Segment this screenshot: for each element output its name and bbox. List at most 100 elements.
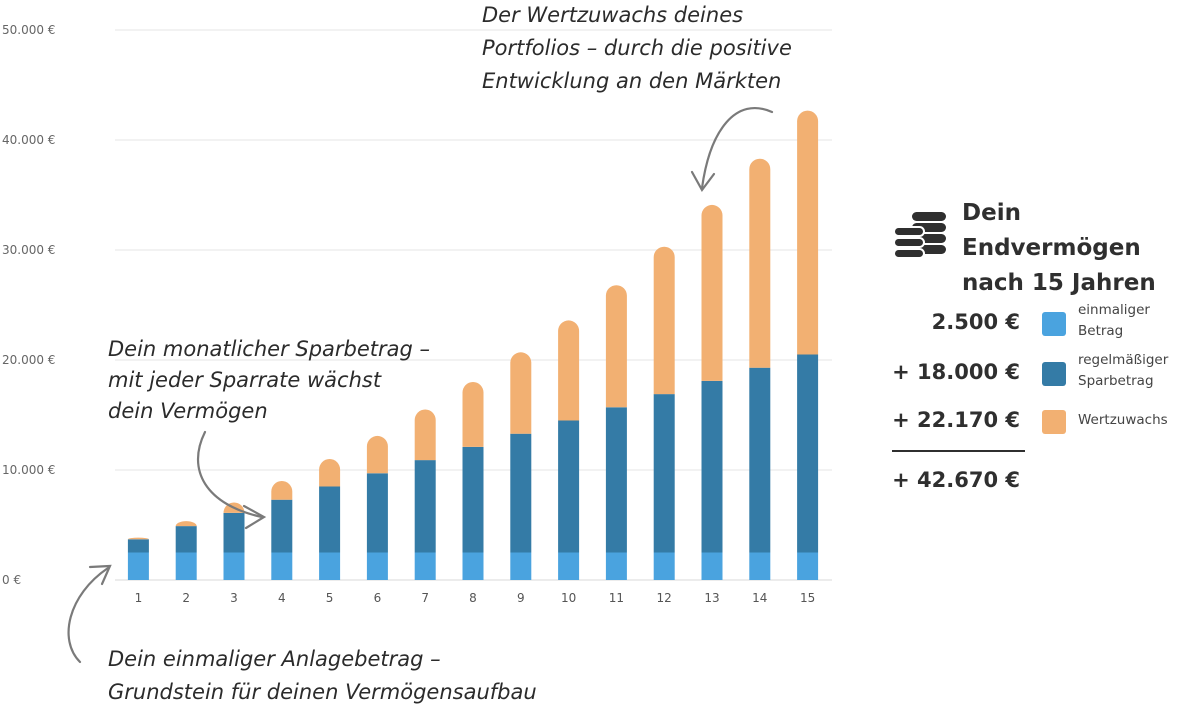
x-tick-label: 6 bbox=[374, 591, 382, 605]
y-tick-label: 20.000 € bbox=[2, 353, 55, 367]
monthly-note-line: dein Vermögen bbox=[108, 399, 268, 423]
monthly-arrowhead bbox=[242, 504, 267, 530]
bar-segment bbox=[653, 552, 675, 580]
bar-segment bbox=[749, 552, 771, 580]
bar-segment bbox=[319, 486, 341, 553]
x-tick-label: 5 bbox=[326, 591, 334, 605]
bar-segment bbox=[462, 446, 484, 553]
bar-segment bbox=[653, 394, 675, 553]
initial-note-line: Grundstein für deinen Vermögensaufbau bbox=[108, 680, 537, 704]
stacked-bar-chart: 0 € 10.000 € 20.000 € 30.000 € 40.000 € 50.00… bbox=[2, 3, 832, 704]
initial-amount: 2.500 € bbox=[931, 310, 1020, 334]
x-tick-label: 12 bbox=[657, 591, 672, 605]
annotation-monthly: Dein monatlicher Sparbetrag – mit jeder … bbox=[108, 337, 430, 423]
y-axis-ticks: 0 € 10.000 € 20.000 € 30.000 € 40.000 € 50.00… bbox=[2, 23, 55, 587]
bar-segment bbox=[414, 552, 436, 580]
bar-segment bbox=[797, 110, 819, 355]
x-tick-label: 8 bbox=[469, 591, 477, 605]
x-tick-label: 14 bbox=[752, 591, 767, 605]
bar-segment bbox=[510, 352, 532, 434]
legend-label-initial: einmaliger Betrag bbox=[1078, 302, 1150, 339]
bar-segment bbox=[127, 552, 149, 580]
x-axis-ticks: 1 2 3 4 5 6 7 8 9 10 11 12 13 14 15 bbox=[135, 591, 816, 605]
x-tick-label: 15 bbox=[800, 591, 815, 605]
x-tick-label: 13 bbox=[704, 591, 719, 605]
x-tick-label: 4 bbox=[278, 591, 286, 605]
bar-segment bbox=[462, 382, 484, 447]
summary-title-line: Dein Endvermögen bbox=[962, 200, 1141, 261]
legend-swatch-growth bbox=[1042, 410, 1066, 434]
x-tick-label: 9 bbox=[517, 591, 525, 605]
growth-note-line: Der Wertzuwachs deines bbox=[482, 3, 743, 27]
bar-segment bbox=[175, 521, 197, 527]
annotation-growth: Der Wertzuwachs deines Portfolios – durc… bbox=[482, 3, 792, 93]
bar-segment bbox=[175, 552, 197, 580]
bar-segment bbox=[271, 481, 293, 500]
y-tick-label: 50.000 € bbox=[2, 23, 55, 37]
bar-segment bbox=[366, 552, 388, 580]
growth-note-line: Entwicklung an den Märkten bbox=[482, 69, 781, 93]
summary-title-line: nach 15 Jahren bbox=[962, 270, 1156, 296]
bar-segment bbox=[605, 285, 627, 408]
growth-arrowhead bbox=[690, 170, 716, 193]
bar-segment bbox=[319, 459, 341, 487]
y-tick-label: 0 € bbox=[2, 573, 21, 587]
bar-segment bbox=[127, 537, 149, 540]
bar-segment bbox=[319, 552, 341, 580]
legend-swatch-initial bbox=[1042, 312, 1066, 336]
bar-segment bbox=[701, 552, 723, 580]
bar-segment bbox=[414, 409, 436, 461]
bar-segment bbox=[797, 552, 819, 580]
x-tick-label: 10 bbox=[561, 591, 576, 605]
bar-segment bbox=[271, 552, 293, 580]
sum-divider bbox=[892, 450, 1025, 452]
x-tick-label: 2 bbox=[182, 591, 190, 605]
bars bbox=[127, 110, 819, 580]
summary-panel: Dein Endvermögen nach 15 Jahren 2.500 € … bbox=[890, 190, 1195, 510]
annotation-arrows bbox=[67, 106, 774, 664]
summary-row-initial: 2.500 € einmaliger Betrag bbox=[890, 300, 1195, 348]
bar-segment bbox=[605, 552, 627, 580]
y-tick-label: 30.000 € bbox=[2, 243, 55, 257]
bar-segment bbox=[749, 158, 771, 368]
initial-arrowhead bbox=[88, 564, 112, 586]
bar-segment bbox=[749, 367, 771, 553]
bar-segment bbox=[797, 354, 819, 553]
bar-segment bbox=[127, 539, 149, 553]
bar-segment bbox=[558, 320, 580, 421]
bar-segment bbox=[366, 435, 388, 474]
bar-segment bbox=[653, 246, 675, 395]
y-tick-label: 10.000 € bbox=[2, 463, 55, 477]
bar-segment bbox=[558, 420, 580, 553]
bar-segment bbox=[558, 552, 580, 580]
legend-label-monthly: regelmäßiger Sparbetrag bbox=[1078, 352, 1169, 389]
bar-segment bbox=[175, 526, 197, 553]
growth-arrow bbox=[700, 106, 774, 190]
initial-arrow bbox=[67, 566, 110, 664]
x-tick-label: 1 bbox=[135, 591, 143, 605]
monthly-note-line: Dein monatlicher Sparbetrag – bbox=[108, 337, 430, 361]
monthly-arrow bbox=[196, 430, 264, 519]
bar-segment bbox=[605, 407, 627, 553]
summary-row-monthly: + 18.000 € regelmäßiger Sparbetrag bbox=[890, 350, 1195, 398]
summary-header: Dein Endvermögen nach 15 Jahren bbox=[890, 190, 1195, 296]
growth-amount: + 22.170 € bbox=[892, 408, 1020, 432]
summary-title: Dein Endvermögen nach 15 Jahren bbox=[962, 196, 1200, 301]
legend-swatch-monthly bbox=[1042, 362, 1066, 386]
bar-segment bbox=[462, 552, 484, 580]
growth-note-line: Portfolios – durch die positive bbox=[482, 36, 792, 60]
annotation-initial: Dein einmaliger Anlagebetrag – Grundstei… bbox=[108, 647, 537, 704]
summary-row-growth: + 22.170 € Wertzuwachs bbox=[890, 398, 1195, 446]
bar-segment bbox=[223, 512, 245, 553]
x-tick-label: 3 bbox=[230, 591, 238, 605]
initial-note-line: Dein einmaliger Anlagebetrag – bbox=[108, 647, 441, 671]
x-tick-label: 11 bbox=[609, 591, 624, 605]
legend-label-growth: Wertzuwachs bbox=[1078, 412, 1168, 428]
bar-segment bbox=[510, 433, 532, 553]
bar-segment bbox=[701, 380, 723, 553]
x-tick-label: 7 bbox=[421, 591, 429, 605]
bar-segment bbox=[366, 473, 388, 553]
bar-segment bbox=[510, 552, 532, 580]
coins-icon bbox=[893, 212, 946, 259]
bar-segment bbox=[223, 552, 245, 580]
